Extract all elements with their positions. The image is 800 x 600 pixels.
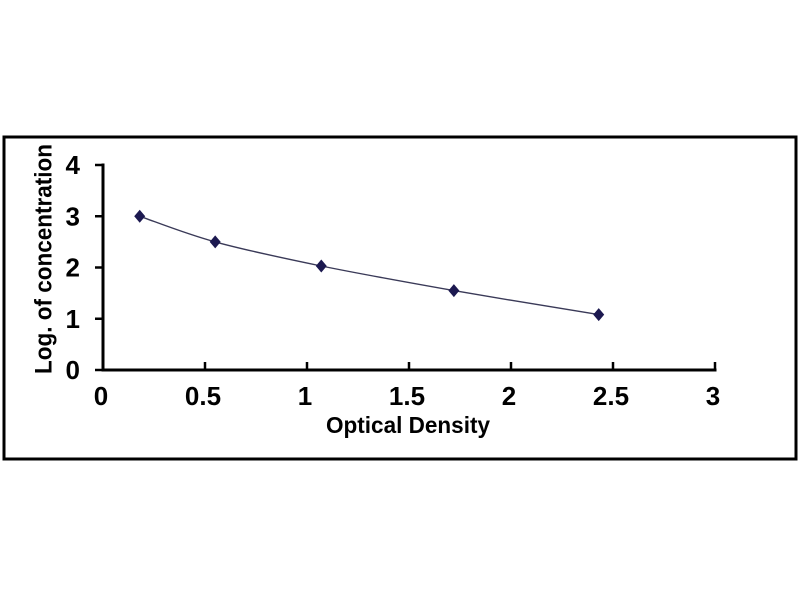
- y-tick-label: 0: [66, 355, 80, 385]
- chart-frame: [2, 135, 798, 461]
- y-axis-title: Log. of concentration: [30, 144, 57, 374]
- axis-ticks: [95, 163, 717, 372]
- data-point-marker: [593, 308, 605, 322]
- chart-border: [2, 135, 798, 461]
- y-tick-label: 4: [66, 150, 81, 180]
- data-point-marker: [209, 235, 221, 249]
- axes: [101, 163, 717, 372]
- x-tick-label: 0.5: [185, 381, 221, 411]
- x-tick-label: 1: [298, 381, 312, 411]
- x-tick-label: 3: [706, 381, 720, 411]
- data-point-marker: [448, 284, 460, 298]
- data-point-marker: [315, 259, 327, 273]
- axis-tick-labels: 0 1 2 3 4 0 0.5 1 1.5 2 2.5 3: [66, 150, 721, 411]
- x-tick-label: 1.5: [389, 381, 425, 411]
- y-tick-label: 2: [66, 253, 80, 283]
- x-axis-title: Optical Density: [326, 412, 490, 438]
- x-tick-label: 0: [94, 381, 108, 411]
- y-tick-label: 3: [66, 201, 80, 231]
- curve-line: [139, 215, 599, 316]
- x-tick-label: 2.5: [593, 381, 629, 411]
- data-point-marker: [134, 209, 146, 223]
- data-series: [134, 209, 605, 322]
- x-tick-label: 2: [502, 381, 516, 411]
- y-tick-label: 1: [66, 304, 80, 334]
